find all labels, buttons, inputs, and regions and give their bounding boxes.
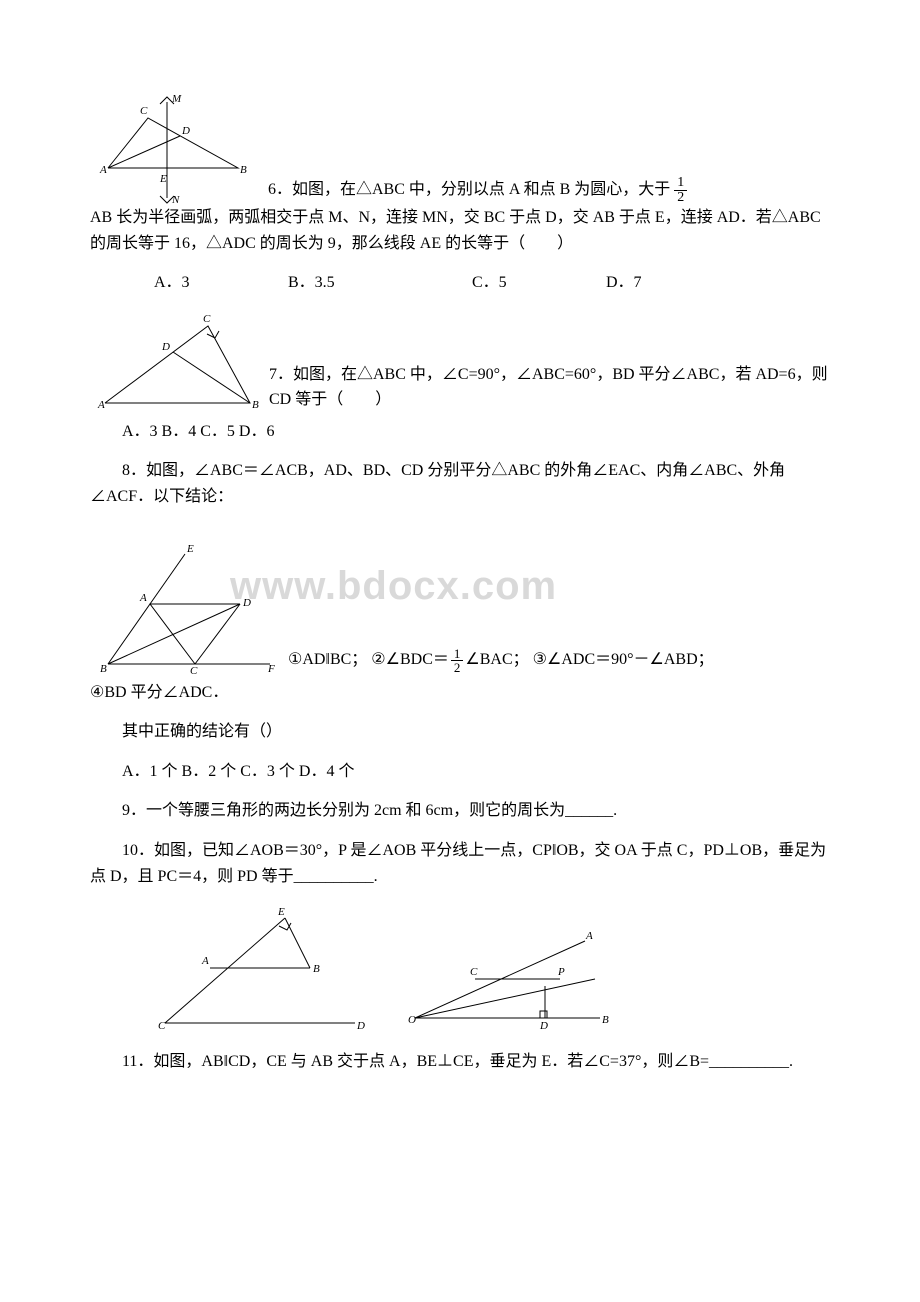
q11-label-C: C: [158, 1020, 166, 1032]
q6-label-M: M: [171, 93, 182, 105]
q8-stem2: 其中正确的结论有（）: [90, 719, 830, 745]
q6-optB: B．3.5: [256, 270, 436, 296]
q8-con2-frac: 12: [451, 647, 464, 674]
q10-label-O: O: [408, 1014, 416, 1026]
q8-label-D: D: [242, 597, 251, 609]
q6-line1-pre: 6．如图，在△ABC 中，分别以点 A 和点 B 为圆心，大于: [268, 181, 670, 198]
q7-label-A: A: [97, 399, 105, 411]
q8-opts: A．1 个 B．2 个 C．3 个 D．4 个: [90, 759, 830, 785]
q8-con2-fnum: 1: [451, 647, 464, 661]
q8-con4: ④BD 平分∠ADC．: [90, 680, 830, 706]
q8-con3: ③∠ADC＝90°－∠ABD；: [533, 651, 714, 668]
q8-con2-fden: 2: [451, 661, 464, 674]
q8-label-B: B: [100, 663, 107, 674]
q6-label-C: C: [140, 105, 148, 117]
q10-label-B: B: [602, 1014, 609, 1026]
q10-label-D: D: [539, 1020, 548, 1032]
q6-label-E: E: [159, 173, 167, 185]
q6-options: A．3 B．3.5 C．5 D．7: [90, 270, 830, 296]
q7-opts: A．3 B．4 C．5 D．6: [90, 419, 830, 445]
q9-text: 9．一个等腰三角形的两边长分别为 2cm 和 6cm，则它的周长为______.: [90, 798, 830, 824]
q6-line2: AB 长为半径画弧，两弧相交于点 M、N，连接 MN，交 BC 于点 D，交 A…: [90, 205, 830, 256]
q11-text: 11．如图，AB‖CD，CE 与 AB 交于点 A，BE⊥CE，垂足为 E．若∠…: [90, 1049, 830, 1075]
q8-conclusions-line: ①AD‖BC； ②∠BDC＝12∠BAC； ③∠ADC＝90°－∠ABD；: [288, 647, 714, 674]
q7-label-D: D: [161, 341, 170, 353]
q8-label-C: C: [190, 665, 198, 674]
q6-frac-num: 1: [674, 176, 687, 191]
q7-text: 7．如图，在△ABC 中，∠C=90°，∠ABC=60°，BD 平分∠ABC，若…: [269, 362, 830, 413]
q10-text: 10．如图，已知∠AOB＝30°，P 是∠AOB 平分线上一点，CP‖OB，交 …: [90, 838, 830, 889]
q6-head: A B C D E M N 6．如图，在△ABC 中，分别以点 A 和点 B 为…: [90, 90, 830, 205]
q8-figure: A B C D E F: [90, 524, 280, 674]
q6-line1: 6．如图，在△ABC 中，分别以点 A 和点 B 为圆心，大于 1 2: [268, 176, 830, 205]
q6-label-N: N: [171, 194, 180, 205]
q10-label-C: C: [470, 966, 478, 978]
q6-label-A: A: [99, 164, 107, 176]
q6-optA: A．3: [122, 270, 252, 296]
q11-label-A: A: [201, 955, 209, 967]
q8-con2-post: ∠BAC；: [465, 651, 528, 668]
q8-figure-block: www.bdocx.com A B C D E F ①AD‖BC； ②∠BDC＝: [90, 524, 830, 674]
q6-optD: D．7: [574, 270, 674, 296]
q8-label-F: F: [267, 663, 275, 674]
q7-figure: A B C D: [90, 308, 265, 413]
q11-label-D: D: [356, 1020, 365, 1032]
q10-label-A: A: [585, 930, 593, 942]
q10-label-P: P: [557, 966, 565, 978]
q10-figures: A B C D E O A B C P D: [150, 903, 830, 1033]
q8-label-E: E: [186, 543, 194, 555]
q6-frac-den: 2: [674, 191, 687, 205]
q6-figure: A B C D E M N: [90, 90, 260, 205]
q8-con1: ①AD‖BC；: [288, 651, 367, 668]
q7-label-C: C: [203, 313, 211, 325]
q7-head: A B C D 7．如图，在△ABC 中，∠C=90°，∠ABC=60°，BD …: [90, 308, 830, 413]
q8-label-A: A: [139, 592, 147, 604]
q6-frac: 1 2: [674, 176, 687, 205]
q6-optC: C．5: [440, 270, 570, 296]
q7-label-B: B: [252, 399, 259, 411]
q6-label-D: D: [181, 125, 190, 137]
q10-figure: O A B C P D: [400, 923, 620, 1033]
q11-figure: A B C D E: [150, 903, 370, 1033]
q11-label-B: B: [313, 963, 320, 975]
q11-label-E: E: [277, 906, 285, 918]
q6-label-B: B: [240, 164, 247, 176]
q8-text1: 8．如图，∠ABC＝∠ACB，AD、BD、CD 分别平分△ABC 的外角∠EAC…: [90, 458, 830, 509]
q8-con2-pre: ②∠BDC＝: [371, 651, 449, 668]
